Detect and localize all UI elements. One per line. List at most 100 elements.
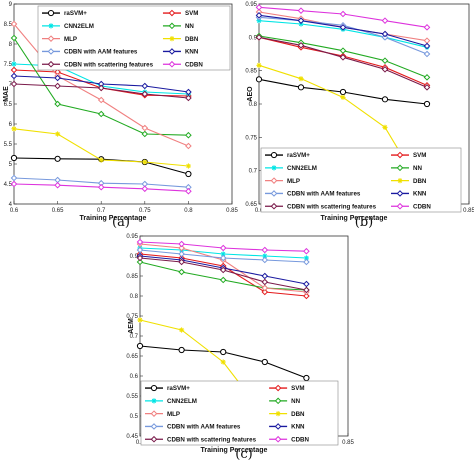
legend-label: NN	[291, 398, 300, 405]
y-tick-label: 0.6	[130, 374, 139, 380]
legend-entry: DBN	[269, 411, 305, 418]
data-point	[185, 170, 192, 178]
data-point	[141, 82, 149, 90]
series-cdbn-with-scattering-features	[255, 34, 431, 91]
panel-label: (c)	[235, 447, 252, 462]
data-point	[136, 238, 144, 246]
data-point	[423, 50, 431, 58]
data-point	[54, 176, 61, 184]
x-axis-title: Training Percentage	[321, 215, 388, 222]
data-point	[97, 96, 105, 104]
data-point	[178, 250, 185, 258]
y-tick-label: 8.5	[4, 22, 13, 28]
data-point	[381, 30, 389, 38]
panel-label: (b)	[355, 215, 373, 230]
data-point	[256, 18, 262, 24]
y-tick-label: 5	[9, 162, 13, 168]
legend-entry: CDBN	[269, 435, 310, 443]
legend-entry: CDBN	[391, 202, 431, 210]
data-point	[261, 272, 269, 280]
legend-entry: KNN	[162, 48, 199, 56]
legend-label: DBN	[185, 36, 199, 43]
series-cdbn-with-aam-features	[10, 174, 192, 191]
legend-entry: CDBN with scattering features	[42, 60, 154, 68]
x-tick-label: 0.75	[139, 208, 151, 214]
legend-marker	[396, 151, 404, 159]
legend-label: CDBN	[291, 436, 309, 443]
legend-marker	[270, 202, 278, 210]
data-point	[261, 278, 269, 286]
data-point	[10, 154, 18, 162]
legend-label: CDBN with scattering features	[167, 436, 257, 443]
y-axis-title: AEM	[128, 318, 135, 334]
legend-marker	[270, 190, 278, 197]
y-tick-label: 9	[9, 2, 13, 8]
y-tick-label: 0.85	[245, 69, 257, 75]
data-point	[97, 110, 105, 118]
legend-marker	[48, 23, 54, 29]
legend-label: KNN	[413, 191, 427, 198]
data-point	[137, 317, 143, 323]
legend-entry: raSVM+	[42, 9, 87, 17]
data-point	[185, 142, 192, 150]
data-point	[141, 90, 149, 98]
legend-entry: SVM	[269, 384, 305, 392]
x-tick-label: 0.85	[226, 208, 238, 214]
data-point	[303, 292, 310, 300]
legend-label: raSVM+	[287, 152, 310, 159]
data-point	[178, 268, 185, 276]
data-point	[303, 258, 310, 266]
legend-marker	[150, 384, 158, 392]
data-point	[97, 84, 105, 92]
data-point	[178, 346, 185, 354]
legend-label: CDBN with scattering features	[287, 203, 377, 210]
legend-entry: CDBN	[162, 60, 203, 68]
data-point	[185, 131, 192, 139]
data-point	[10, 80, 18, 88]
legend-label: CDBN with AAM features	[167, 424, 241, 431]
data-point	[185, 163, 191, 169]
legend-entry: MLP	[265, 177, 300, 185]
legend-label: CDBN	[413, 203, 431, 210]
legend-entry: CDBN with scattering features	[145, 435, 257, 443]
series-cdbn	[255, 4, 431, 31]
data-point	[178, 258, 185, 266]
legend-entry: CDBN with AAM features	[265, 190, 361, 198]
legend-marker	[150, 423, 158, 430]
y-tick-label: 0.85	[126, 274, 138, 280]
legend-marker	[47, 9, 55, 17]
legend-label: raSVM+	[167, 385, 190, 392]
legend-entry: CDBN with scattering features	[265, 202, 377, 210]
legend-entry: MLP	[42, 35, 77, 43]
series-cdbn-with-aam-features	[136, 246, 310, 266]
data-point	[11, 126, 17, 132]
legend-marker	[274, 423, 282, 430]
legend-marker	[168, 60, 176, 68]
series-knn	[255, 12, 431, 50]
x-tick-label: 0.85	[342, 440, 354, 446]
data-point	[142, 159, 148, 165]
x-tick-label: 0.8	[184, 208, 193, 214]
data-point	[340, 94, 346, 100]
legend-marker	[271, 165, 277, 171]
panel-label: (a)	[112, 215, 130, 230]
legend: raSVM+ SVM CNN2ELM NN MLP DBN CDBN with AAM fe…	[140, 380, 339, 446]
data-point	[339, 47, 347, 54]
legend-marker	[275, 411, 281, 417]
legend-marker	[168, 22, 176, 30]
data-point	[262, 253, 268, 259]
data-point	[423, 37, 431, 44]
data-point	[303, 286, 310, 294]
data-point	[303, 280, 310, 288]
data-point	[141, 124, 149, 132]
y-tick-label: 0.95	[126, 234, 138, 240]
y-axis-title: AEO	[247, 86, 254, 102]
legend-entry: NN	[269, 397, 301, 405]
data-point	[303, 374, 310, 382]
data-point	[381, 66, 389, 73]
legend-entry: DBN	[391, 178, 427, 185]
data-point	[382, 124, 388, 130]
data-point	[219, 276, 227, 284]
legend-label: DBN	[291, 411, 305, 418]
